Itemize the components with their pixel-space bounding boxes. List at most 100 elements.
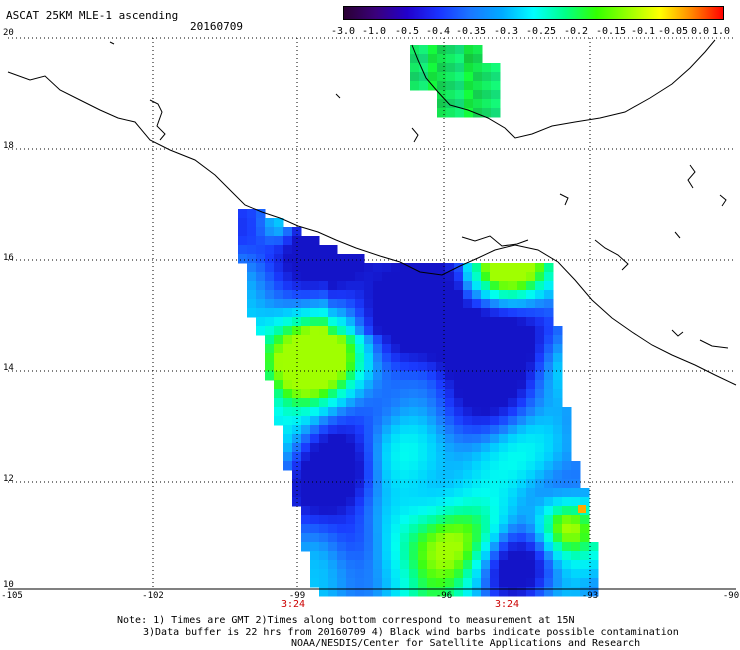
wind-cell [355, 335, 365, 345]
wind-cell [265, 353, 275, 363]
wind-cell [364, 344, 374, 354]
wind-cell [508, 344, 518, 354]
wind-cell [553, 371, 563, 381]
wind-cell [535, 470, 545, 480]
wind-cell [553, 425, 563, 435]
wind-cell [410, 54, 420, 64]
wind-cell [472, 272, 482, 282]
wind-cell [472, 488, 482, 498]
wind-cell [526, 497, 536, 507]
wind-cell [508, 578, 518, 588]
wind-cell [283, 461, 293, 471]
wind-cell [337, 389, 347, 399]
wind-cell [436, 263, 446, 273]
wind-cell [409, 335, 419, 345]
wind-cell [391, 452, 401, 462]
wind-cell [481, 281, 491, 291]
wind-cell [310, 434, 320, 444]
wind-cell [337, 551, 347, 561]
wind-cell [337, 470, 347, 480]
wind-cell [292, 452, 302, 462]
wind-cell [382, 290, 392, 300]
wind-cell [535, 434, 545, 444]
wind-cell [319, 371, 329, 381]
wind-cell [463, 407, 473, 417]
wind-cell [247, 263, 257, 273]
wind-cell [265, 317, 275, 327]
wind-cell [247, 308, 257, 318]
wind-cell [472, 371, 482, 381]
wind-cell [472, 407, 482, 417]
wind-cell [463, 461, 473, 471]
wind-cell [580, 488, 590, 498]
wind-cell [571, 488, 581, 498]
wind-cell [526, 506, 536, 516]
wind-cell [256, 227, 266, 237]
wind-cell [535, 326, 545, 336]
wind-cell [310, 344, 320, 354]
wind-cell [346, 344, 356, 354]
wind-cell [346, 461, 356, 471]
wind-cell [310, 254, 320, 264]
wind-cell [400, 362, 410, 372]
wind-cell [400, 335, 410, 345]
wind-cell [409, 299, 419, 309]
wind-cell [535, 371, 545, 381]
wind-cell [463, 515, 473, 525]
wind-cell [418, 272, 428, 282]
wind-cell [319, 578, 329, 588]
wind-cell [490, 434, 500, 444]
wind-cell [238, 236, 248, 246]
wind-cell [481, 416, 491, 426]
wind-cell [337, 497, 347, 507]
wind-cell [409, 587, 419, 597]
wind-cell [463, 569, 473, 579]
wind-cell [238, 218, 248, 228]
wind-cell [283, 353, 293, 363]
wind-cell [319, 245, 329, 255]
wind-cell [310, 515, 320, 525]
wind-cell [499, 344, 509, 354]
wind-cell [553, 542, 563, 552]
wind-cell [544, 353, 554, 363]
wind-cell [445, 335, 455, 345]
wind-cell [553, 407, 563, 417]
wind-cell [427, 497, 437, 507]
wind-cell [455, 81, 465, 91]
wind-cell [427, 353, 437, 363]
wind-cell [526, 587, 536, 597]
wind-cell [463, 308, 473, 318]
wind-cell [418, 398, 428, 408]
wind-cell [319, 488, 329, 498]
wind-cell [319, 497, 329, 507]
wind-cell [436, 551, 446, 561]
wind-cell [553, 551, 563, 561]
lat-label: 20 [3, 28, 14, 38]
wind-cell [580, 533, 590, 543]
wind-cell [400, 515, 410, 525]
wind-cell [544, 569, 554, 579]
wind-cell [256, 236, 266, 246]
wind-cell [499, 488, 509, 498]
wind-cell [337, 434, 347, 444]
wind-cell [445, 470, 455, 480]
wind-cell [544, 461, 554, 471]
wind-cell [419, 54, 429, 64]
wind-cell [283, 434, 293, 444]
wind-cell [517, 407, 527, 417]
wind-cell [571, 470, 581, 480]
lon-label: -99 [288, 591, 306, 601]
wind-data-swath [238, 45, 599, 597]
wind-cell [382, 371, 392, 381]
wind-cell [328, 371, 338, 381]
wind-cell [517, 425, 527, 435]
wind-cell [319, 560, 329, 570]
wind-cell [491, 72, 501, 82]
wind-cell [283, 344, 293, 354]
wind-cell [337, 281, 347, 291]
wind-cell [481, 353, 491, 363]
wind-cell [409, 506, 419, 516]
wind-cell [292, 245, 302, 255]
wind-cell [310, 380, 320, 390]
wind-cell [301, 407, 311, 417]
